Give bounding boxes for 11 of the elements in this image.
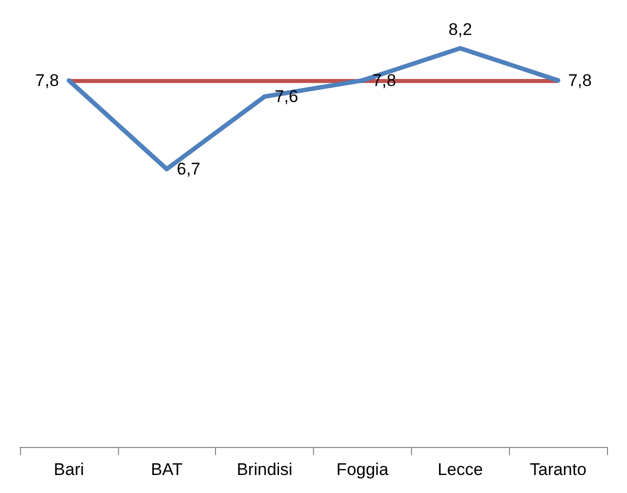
x-tick-label: Lecce: [438, 460, 483, 479]
x-tick-label: Bari: [54, 460, 84, 479]
data-label: 7,8: [35, 70, 59, 90]
data-label: 7,8: [372, 70, 396, 90]
data-label: 7,8: [568, 70, 592, 90]
data-label: 6,7: [176, 160, 200, 179]
x-tick-label: Taranto: [530, 460, 586, 479]
x-tick-label: BAT: [150, 460, 183, 479]
x-tick-label: Foggia: [336, 460, 389, 479]
data-label: 8,2: [448, 20, 472, 40]
x-tick-label: Brindisi: [236, 460, 292, 479]
